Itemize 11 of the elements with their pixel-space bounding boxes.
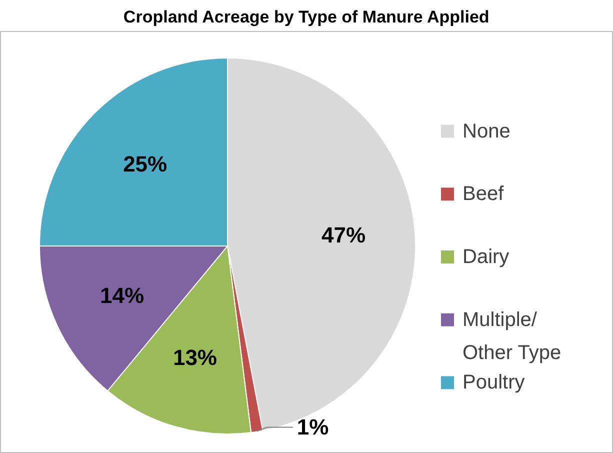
legend-label: Multiple/ Other Type [462, 308, 562, 364]
legend-label: Poultry [462, 372, 525, 394]
legend-label: Dairy [462, 246, 510, 268]
data-label: 14% [100, 283, 144, 308]
data-label: 47% [322, 222, 366, 248]
chart-title: Cropland Acreage by Type of Manure Applied [123, 8, 490, 26]
data-label: 13% [172, 345, 218, 370]
data-label: 1% [296, 414, 329, 440]
legend-label: Beef [462, 183, 504, 206]
data-label: 25% [123, 151, 168, 176]
legend-label: None [462, 120, 510, 142]
